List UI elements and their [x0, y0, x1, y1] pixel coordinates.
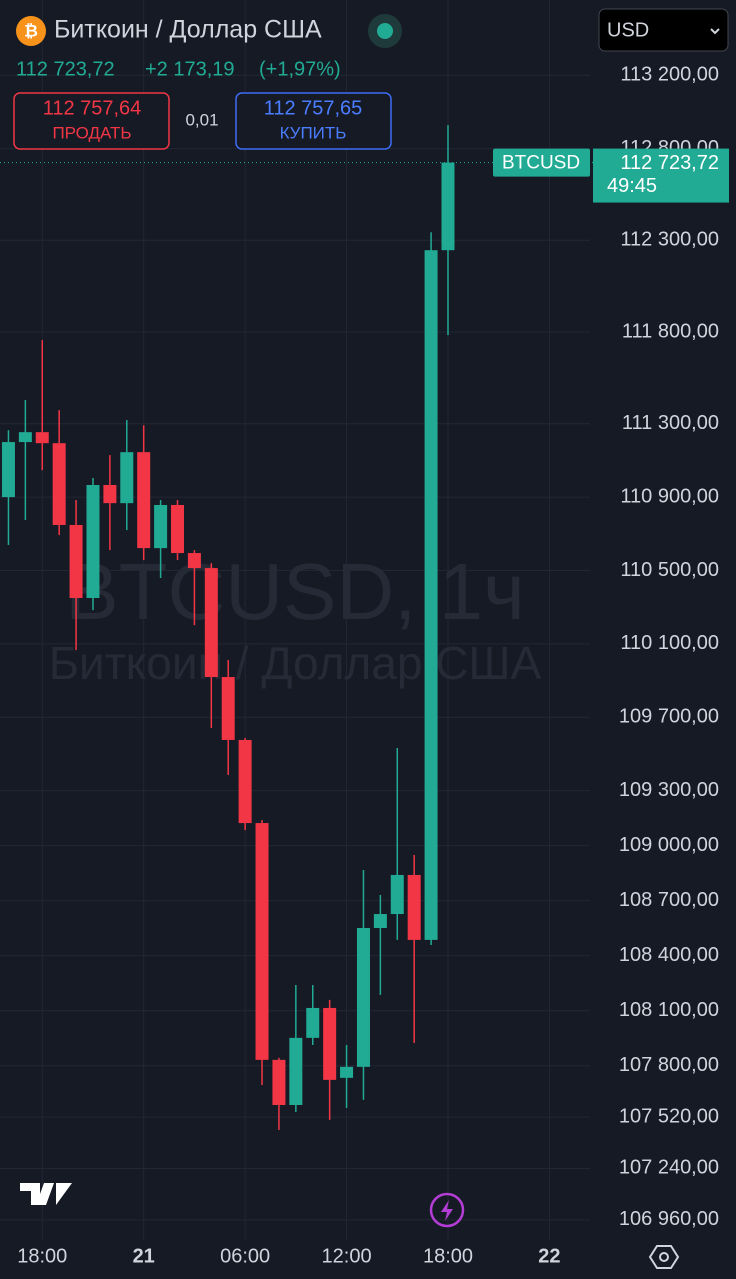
x-tick-label: 22: [538, 1245, 560, 1267]
candle-body: [373, 914, 387, 928]
candle-body: [272, 1059, 286, 1105]
lightning-icon: [441, 1200, 453, 1221]
candle-body: [187, 553, 201, 569]
settings-button[interactable]: [648, 1245, 680, 1269]
y-tick-label: 108 400,00: [619, 944, 719, 966]
price-tag: [593, 148, 729, 203]
candle-body: [390, 874, 404, 915]
candle-body: [69, 524, 83, 598]
y-tick-label: 110 100,00: [620, 632, 719, 654]
tv-logo: [20, 1183, 72, 1205]
x-tick-label: 06:00: [220, 1245, 270, 1267]
candle-body: [137, 452, 151, 549]
btc-glyph: ₿: [24, 21, 38, 40]
currency: USD: [607, 19, 649, 41]
y-tick-label: 107 240,00: [619, 1157, 719, 1179]
y-tick-label: 109 300,00: [619, 779, 719, 801]
candle-body: [1, 442, 15, 498]
candle-body: [441, 162, 455, 251]
plot: [1, 125, 455, 1130]
candle-body: [86, 484, 100, 598]
candle-body: [221, 677, 235, 740]
x-tick-label: 18:00: [17, 1245, 67, 1267]
candle-body: [171, 504, 185, 554]
candle-body: [356, 927, 370, 1067]
x-axis: 18:00 21 06:00 12:00 18:00 22: [17, 1245, 560, 1267]
watermark-name: Биткоин / Доллар США: [49, 637, 542, 689]
symbol-label: BTCUSD: [502, 153, 580, 174]
y-tick-label: 112 300,00: [620, 229, 719, 251]
change-percent: (+1,97%): [259, 58, 341, 80]
candle-body: [35, 432, 49, 444]
candle-body: [340, 1066, 354, 1078]
settings-dot: [659, 1252, 669, 1262]
candle-body: [154, 504, 168, 549]
candle-body: [18, 432, 32, 443]
candle-body: [238, 739, 252, 824]
candle-body: [323, 1007, 337, 1080]
countdown: 49:45: [607, 175, 657, 197]
y-tick-label: 111 300,00: [622, 412, 719, 434]
candle-body: [103, 484, 117, 504]
candle-body: [424, 250, 438, 940]
buy-price: 112 757,65: [264, 97, 363, 119]
candle-body: [52, 443, 66, 525]
status-dot: [377, 23, 393, 39]
y-tick-label: 108 700,00: [619, 889, 719, 911]
y-tick-label: 113 200,00: [620, 63, 719, 85]
price-tag-label: 112 723,72: [620, 152, 719, 174]
candle-body: [204, 568, 218, 678]
title: Биткоин / Доллар США: [54, 16, 322, 44]
change: +2 173,19: [145, 58, 235, 80]
y-tick-label: 109 000,00: [619, 834, 719, 856]
sell-button[interactable]: [13, 92, 170, 150]
candle-body: [120, 452, 134, 504]
sell-label: ПРОДАТЬ: [52, 123, 131, 142]
btc-icon: [16, 16, 46, 46]
candle-body: [289, 1037, 303, 1105]
y-tick-label: 110 500,00: [620, 559, 719, 581]
candle-body: [407, 874, 421, 940]
x-tick-label: 12:00: [322, 1245, 372, 1267]
y-tick-label: 107 520,00: [619, 1105, 719, 1127]
y-tick-label: 108 100,00: [619, 999, 719, 1021]
y-tick-label: 107 800,00: [619, 1054, 719, 1076]
buy-button[interactable]: [235, 92, 392, 150]
y-tick-label: 110 900,00: [620, 485, 719, 507]
symbol-tag: [493, 148, 590, 177]
lightning-button[interactable]: [429, 1192, 465, 1228]
chevron: [710, 28, 720, 35]
y-tick-label: 109 700,00: [619, 706, 719, 728]
candle-body: [306, 1007, 320, 1038]
watermark-symbol: BTCUSD, 1ч: [65, 547, 525, 636]
sell-price: 112 757,64: [43, 97, 142, 119]
x-tick-label: 18:00: [423, 1245, 473, 1267]
x-tick-label: 21: [133, 1245, 155, 1267]
y-tick-label: 111 800,00: [622, 320, 719, 342]
y-tick-label: 106 960,00: [619, 1208, 719, 1230]
price: 112 723,72: [16, 58, 115, 80]
candle-body: [255, 823, 269, 1060]
currency-select[interactable]: [598, 8, 729, 52]
spread: 0,01: [185, 110, 218, 129]
buy-label: КУПИТЬ: [280, 123, 347, 142]
